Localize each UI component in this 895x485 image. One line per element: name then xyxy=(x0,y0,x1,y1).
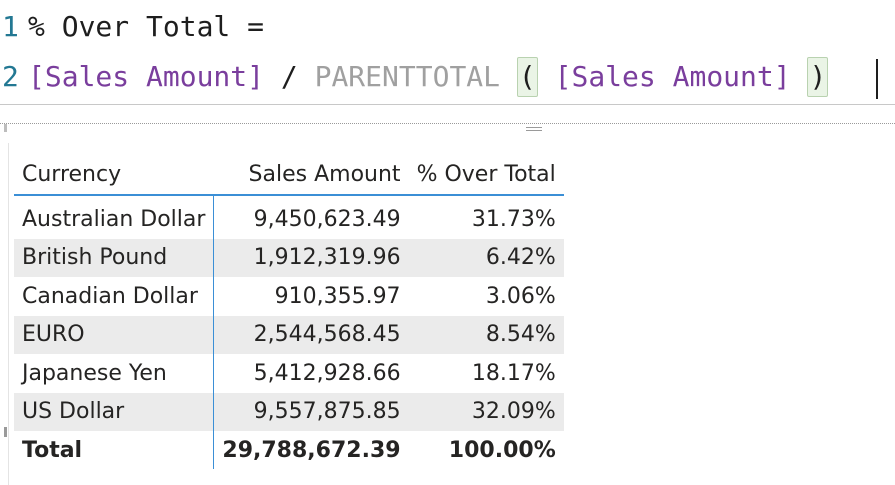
column-header-over-total[interactable]: % Over Total xyxy=(408,154,564,196)
currency-cell: British Pound xyxy=(14,238,215,277)
column-header-currency[interactable]: Currency xyxy=(14,154,214,196)
line-number: 1 xyxy=(2,10,19,43)
measure-reference[interactable]: [Sales Amount] xyxy=(28,60,265,93)
sales-amount-cell: 1,912,319.96 xyxy=(213,238,409,277)
measure-argument[interactable]: [Sales Amount] xyxy=(554,60,791,93)
header-row: Currency Sales Amount % Over Total xyxy=(14,154,564,196)
table-row[interactable]: British Pound 1,912,319.96 6.42% xyxy=(14,238,564,277)
table-row[interactable]: Japanese Yen 5,412,928.66 18.17% xyxy=(14,354,564,393)
open-paren[interactable]: ( xyxy=(516,57,538,97)
table-row[interactable]: EURO 2,544,568.45 8.54% xyxy=(14,315,564,354)
percent-cell: 18.17% xyxy=(408,354,564,393)
currency-cell: Canadian Dollar xyxy=(14,277,215,316)
division-operator[interactable]: / xyxy=(280,60,298,93)
code-line-2[interactable]: 2 [Sales Amount] / PARENTTOTAL ( [Sales A… xyxy=(0,54,829,100)
code-line-1[interactable]: 1 % Over Total = xyxy=(0,4,264,50)
resize-handle-bottom[interactable] xyxy=(4,427,7,437)
resize-handle-top[interactable] xyxy=(4,124,7,132)
sales-amount-cell: 2,544,568.45 xyxy=(213,315,409,354)
text-caret xyxy=(876,59,878,99)
sales-table: Currency Sales Amount % Over Total Austr… xyxy=(14,154,564,469)
percent-cell: 6.42% xyxy=(408,238,564,277)
percent-cell: 32.09% xyxy=(408,392,564,431)
table-row[interactable]: US Dollar 9,557,875.85 32.09% xyxy=(14,392,564,431)
currency-cell: Australian Dollar xyxy=(14,200,215,239)
measure-definition[interactable]: % Over Total = xyxy=(28,10,265,43)
dax-formula-editor[interactable]: 1 % Over Total = 2 [Sales Amount] / PARENT… xyxy=(0,0,895,105)
close-paren[interactable]: ) xyxy=(807,57,829,97)
total-sales-amount: 29,788,672.39 xyxy=(213,431,409,469)
total-row[interactable]: Total 29,788,672.39 100.00% xyxy=(14,431,564,469)
currency-cell: US Dollar xyxy=(14,392,215,431)
line-number: 2 xyxy=(2,60,19,93)
total-percent: 100.00% xyxy=(408,431,564,469)
total-label: Total xyxy=(14,431,215,469)
column-header-sales-amount[interactable]: Sales Amount xyxy=(213,154,409,196)
table-row[interactable]: Australian Dollar 9,450,623.49 31.73% xyxy=(14,200,564,239)
currency-cell: Japanese Yen xyxy=(14,354,215,393)
drag-grip-icon[interactable] xyxy=(526,125,542,135)
currency-cell: EURO xyxy=(14,315,215,354)
sales-amount-cell: 9,450,623.49 xyxy=(213,200,409,239)
percent-cell: 3.06% xyxy=(408,277,564,316)
table-visual[interactable]: Currency Sales Amount % Over Total Austr… xyxy=(8,143,589,485)
percent-cell: 8.54% xyxy=(408,315,564,354)
sales-amount-cell: 910,355.97 xyxy=(213,277,409,316)
sales-amount-cell: 5,412,928.66 xyxy=(213,354,409,393)
canvas-divider xyxy=(0,123,895,125)
sales-amount-cell: 9,557,875.85 xyxy=(213,392,409,431)
function-name[interactable]: PARENTTOTAL xyxy=(314,60,501,93)
percent-cell: 31.73% xyxy=(408,200,564,239)
table-row[interactable]: Canadian Dollar 910,355.97 3.06% xyxy=(14,277,564,316)
